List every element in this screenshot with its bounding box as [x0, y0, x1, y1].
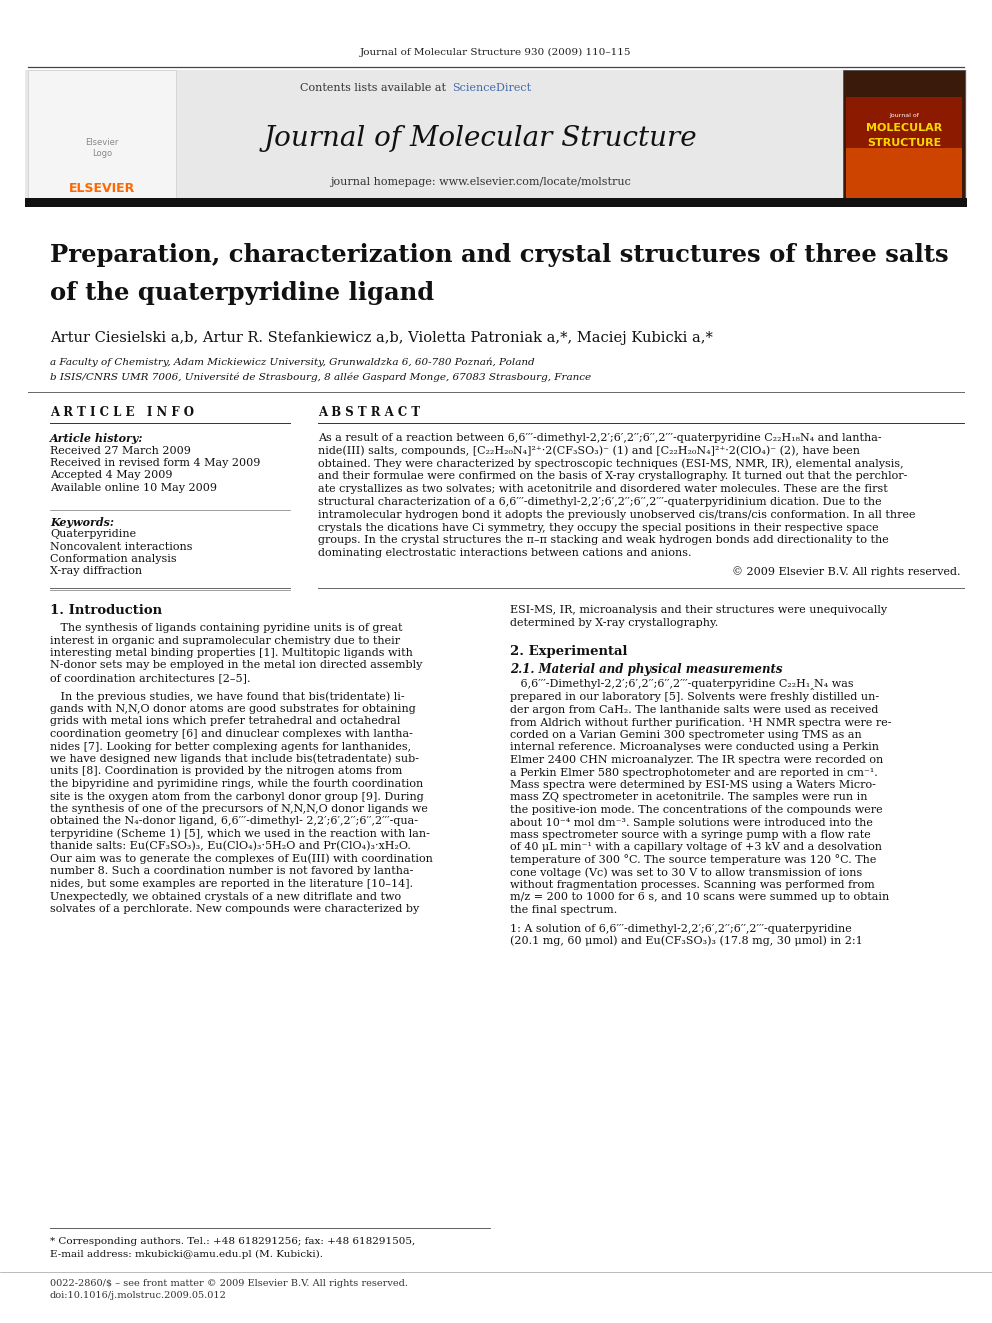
Text: ScienceDirect: ScienceDirect [452, 83, 531, 93]
Text: obtained. They were characterized by spectroscopic techniques (ESI-MS, NMR, IR),: obtained. They were characterized by spe… [318, 458, 904, 468]
Text: coordination geometry [6] and dinuclear complexes with lantha-: coordination geometry [6] and dinuclear … [50, 729, 413, 740]
Text: the positive-ion mode. The concentrations of the compounds were: the positive-ion mode. The concentration… [510, 804, 883, 815]
Text: mass ZQ spectrometer in acetonitrile. The samples were run in: mass ZQ spectrometer in acetonitrile. Th… [510, 792, 867, 803]
Text: Journal of Molecular Structure: Journal of Molecular Structure [263, 124, 696, 152]
Text: b ISIS/CNRS UMR 7006, Université de Strasbourg, 8 allée Gaspard Monge, 67083 Str: b ISIS/CNRS UMR 7006, Université de Stra… [50, 372, 591, 382]
Text: m/z = 200 to 1000 for 6 s, and 10 scans were summed up to obtain: m/z = 200 to 1000 for 6 s, and 10 scans … [510, 893, 889, 902]
Text: Journal of Molecular Structure 930 (2009) 110–115: Journal of Molecular Structure 930 (2009… [360, 48, 632, 57]
Text: cone voltage (Vc) was set to 30 V to allow transmission of ions: cone voltage (Vc) was set to 30 V to all… [510, 867, 862, 877]
Text: of coordination architectures [2–5].: of coordination architectures [2–5]. [50, 673, 251, 683]
Text: Article history:: Article history: [50, 433, 144, 443]
Text: obtained the N₄-donor ligand, 6,6′′′-dimethyl- 2,2′;6′,2′′;6′′,2′′′-qua-: obtained the N₄-donor ligand, 6,6′′′-dim… [50, 816, 418, 827]
Text: Our aim was to generate the complexes of Eu(III) with coordination: Our aim was to generate the complexes of… [50, 853, 433, 864]
Bar [25, 70, 967, 198]
Text: a Perkin Elmer 580 spectrophotometer and are reported in cm⁻¹.: a Perkin Elmer 580 spectrophotometer and… [510, 767, 878, 778]
Text: Keywords:: Keywords: [50, 516, 114, 528]
Text: interesting metal binding properties [1]. Multitopic ligands with: interesting metal binding properties [1]… [50, 648, 413, 658]
Text: A B S T R A C T: A B S T R A C T [318, 406, 421, 419]
Text: Available online 10 May 2009: Available online 10 May 2009 [50, 483, 217, 493]
Text: gands with N,N,O donor atoms are good substrates for obtaining: gands with N,N,O donor atoms are good su… [50, 704, 416, 714]
Text: terpyridine (Scheme 1) [5], which we used in the reaction with lan-: terpyridine (Scheme 1) [5], which we use… [50, 828, 430, 839]
Text: X-ray diffraction: X-ray diffraction [50, 566, 142, 577]
Text: the final spectrum.: the final spectrum. [510, 905, 617, 916]
Text: Elmer 2400 CHN microanalyzer. The IR spectra were recorded on: Elmer 2400 CHN microanalyzer. The IR spe… [510, 755, 883, 765]
Text: Quaterpyridine: Quaterpyridine [50, 529, 136, 538]
Text: * Corresponding authors. Tel.: +48 618291256; fax: +48 618291505,: * Corresponding authors. Tel.: +48 61829… [50, 1237, 416, 1245]
Text: the bipyridine and pyrimidine rings, while the fourth coordination: the bipyridine and pyrimidine rings, whi… [50, 779, 424, 789]
Text: 1. Introduction: 1. Introduction [50, 603, 162, 617]
Text: journal homepage: www.elsevier.com/locate/molstruc: journal homepage: www.elsevier.com/locat… [329, 177, 631, 187]
Text: Contents lists available at: Contents lists available at [301, 83, 450, 93]
Text: prepared in our laboratory [5]. Solvents were freshly distilled un-: prepared in our laboratory [5]. Solvents… [510, 692, 879, 703]
Text: mass spectrometer source with a syringe pump with a flow rate: mass spectrometer source with a syringe … [510, 830, 871, 840]
Text: E-mail address: mkubicki@amu.edu.pl (M. Kubicki).: E-mail address: mkubicki@amu.edu.pl (M. … [50, 1249, 323, 1258]
Text: Elsevier
Logo: Elsevier Logo [85, 139, 119, 157]
Text: 2. Experimental: 2. Experimental [510, 644, 628, 658]
Text: intramolecular hydrogen bond it adopts the previously unobserved cis/trans/cis c: intramolecular hydrogen bond it adopts t… [318, 509, 916, 520]
Text: interest in organic and supramolecular chemistry due to their: interest in organic and supramolecular c… [50, 635, 400, 646]
Bar [28, 70, 176, 198]
Bar [843, 70, 965, 198]
Bar [25, 198, 967, 206]
Text: nide(III) salts, compounds, [C₂₂H₂₀N₄]²⁺·2(CF₃SO₃)⁻ (1) and [C₂₂H₂₀N₄]²⁺·2(ClO₄): nide(III) salts, compounds, [C₂₂H₂₀N₄]²⁺… [318, 446, 860, 456]
Text: of 40 μL min⁻¹ with a capillary voltage of +3 kV and a desolvation: of 40 μL min⁻¹ with a capillary voltage … [510, 843, 882, 852]
Text: 0022-2860/$ – see front matter © 2009 Elsevier B.V. All rights reserved.: 0022-2860/$ – see front matter © 2009 El… [50, 1279, 408, 1289]
Text: ESI-MS, IR, microanalysis and their structures were unequivocally: ESI-MS, IR, microanalysis and their stru… [510, 605, 887, 615]
Text: thanide salts: Eu(CF₃SO₃)₃, Eu(ClO₄)₃·5H₂O and Pr(ClO₄)₃·xH₂O.: thanide salts: Eu(CF₃SO₃)₃, Eu(ClO₄)₃·5H… [50, 841, 411, 852]
Text: Noncovalent interactions: Noncovalent interactions [50, 541, 192, 552]
Text: STRUCTURE: STRUCTURE [867, 138, 941, 148]
Text: site is the oxygen atom from the carbonyl donor group [9]. During: site is the oxygen atom from the carbony… [50, 791, 424, 802]
Bar [846, 97, 962, 175]
Text: Conformation analysis: Conformation analysis [50, 554, 177, 564]
Text: Artur Ciesielski a,b, Artur R. Stefankiewicz a,b, Violetta Patroniak a,*, Maciej: Artur Ciesielski a,b, Artur R. Stefankie… [50, 331, 713, 345]
Text: from Aldrich without further purification. ¹H NMR spectra were re-: from Aldrich without further purificatio… [510, 717, 892, 728]
Text: In the previous studies, we have found that bis(tridentate) li-: In the previous studies, we have found t… [50, 691, 405, 701]
Text: Preparation, characterization and crystal structures of three salts: Preparation, characterization and crysta… [50, 243, 948, 267]
Text: about 10⁻⁴ mol dm⁻³. Sample solutions were introduced into the: about 10⁻⁴ mol dm⁻³. Sample solutions we… [510, 818, 873, 827]
Text: Accepted 4 May 2009: Accepted 4 May 2009 [50, 471, 173, 480]
Text: doi:10.1016/j.molstruc.2009.05.012: doi:10.1016/j.molstruc.2009.05.012 [50, 1291, 227, 1301]
Text: nides, but some examples are reported in the literature [10–14].: nides, but some examples are reported in… [50, 878, 413, 889]
Text: solvates of a perchlorate. New compounds were characterized by: solvates of a perchlorate. New compounds… [50, 904, 420, 914]
Text: 2.1. Material and physical measurements: 2.1. Material and physical measurements [510, 663, 783, 676]
Text: a Faculty of Chemistry, Adam Mickiewicz University, Grunwaldzka 6, 60-780 Poznań: a Faculty of Chemistry, Adam Mickiewicz … [50, 357, 535, 366]
Text: der argon from CaH₂. The lanthanide salts were used as received: der argon from CaH₂. The lanthanide salt… [510, 705, 878, 714]
Text: ELSEVIER: ELSEVIER [68, 181, 135, 194]
Text: dominating electrostatic interactions between cations and anions.: dominating electrostatic interactions be… [318, 548, 691, 558]
Text: (20.1 mg, 60 μmol) and Eu(CF₃SO₃)₃ (17.8 mg, 30 μmol) in 2:1: (20.1 mg, 60 μmol) and Eu(CF₃SO₃)₃ (17.8… [510, 935, 863, 946]
Text: grids with metal ions which prefer tetrahedral and octahedral: grids with metal ions which prefer tetra… [50, 717, 401, 726]
Text: Received 27 March 2009: Received 27 March 2009 [50, 446, 190, 455]
Text: N-donor sets may be employed in the metal ion directed assembly: N-donor sets may be employed in the meta… [50, 660, 423, 671]
Text: without fragmentation processes. Scanning was performed from: without fragmentation processes. Scannin… [510, 880, 875, 890]
Text: structural characterization of a 6,6′′′-dimethyl-2,2′;6′,2′′;6′′,2′′′-quaterpyri: structural characterization of a 6,6′′′-… [318, 497, 882, 507]
Text: As a result of a reaction between 6,6′′′-dimethyl-2,2′;6′,2′′;6′′,2′′′-quaterpyr: As a result of a reaction between 6,6′′′… [318, 433, 882, 443]
Text: nides [7]. Looking for better complexing agents for lanthanides,: nides [7]. Looking for better complexing… [50, 741, 411, 751]
Text: the synthesis of one of the precursors of N,N,N,O donor ligands we: the synthesis of one of the precursors o… [50, 804, 428, 814]
Text: Journal of: Journal of [889, 112, 919, 118]
Text: units [8]. Coordination is provided by the nitrogen atoms from: units [8]. Coordination is provided by t… [50, 766, 403, 777]
Text: internal reference. Microanalyses were conducted using a Perkin: internal reference. Microanalyses were c… [510, 742, 879, 753]
Text: The synthesis of ligands containing pyridine units is of great: The synthesis of ligands containing pyri… [50, 623, 403, 632]
Text: we have designed new ligands that include bis(tetradentate) sub-: we have designed new ligands that includ… [50, 754, 419, 765]
Text: © 2009 Elsevier B.V. All rights reserved.: © 2009 Elsevier B.V. All rights reserved… [731, 566, 960, 577]
Text: crystals the dications have Ci symmetry, they occupy the special positions in th: crystals the dications have Ci symmetry,… [318, 523, 879, 533]
Text: corded on a Varian Gemini 300 spectrometer using TMS as an: corded on a Varian Gemini 300 spectromet… [510, 730, 862, 740]
Text: MOLECULAR: MOLECULAR [866, 123, 942, 134]
Text: Received in revised form 4 May 2009: Received in revised form 4 May 2009 [50, 458, 260, 468]
Text: ate crystallizes as two solvates; with acetonitrile and disordered water molecul: ate crystallizes as two solvates; with a… [318, 484, 888, 495]
Text: temperature of 300 °C. The source temperature was 120 °C. The: temperature of 300 °C. The source temper… [510, 855, 876, 865]
Text: Mass spectra were determined by ESI-MS using a Waters Micro-: Mass spectra were determined by ESI-MS u… [510, 781, 876, 790]
Text: groups. In the crystal structures the π–π stacking and weak hydrogen bonds add d: groups. In the crystal structures the π–… [318, 536, 889, 545]
Text: determined by X-ray crystallography.: determined by X-ray crystallography. [510, 618, 718, 627]
Bar [846, 148, 962, 198]
Text: number 8. Such a coordination number is not favored by lantha-: number 8. Such a coordination number is … [50, 867, 414, 877]
Text: A R T I C L E   I N F O: A R T I C L E I N F O [50, 406, 194, 419]
Text: 6,6′′′-Dimethyl-2,2′;6′,2′′;6′′,2′′′-quaterpyridine C₂₂H₁‸N₄ was: 6,6′′′-Dimethyl-2,2′;6′,2′′;6′′,2′′′-qua… [510, 680, 854, 691]
Text: and their formulae were confirmed on the basis of X-ray crystallography. It turn: and their formulae were confirmed on the… [318, 471, 908, 482]
Text: 1: A solution of 6,6′′′-dimethyl-2,2′;6′,2′′;6′′,2′′′-quaterpyridine: 1: A solution of 6,6′′′-dimethyl-2,2′;6′… [510, 923, 852, 934]
Text: of the quaterpyridine ligand: of the quaterpyridine ligand [50, 280, 434, 306]
Text: Unexpectedly, we obtained crystals of a new ditriflate and two: Unexpectedly, we obtained crystals of a … [50, 892, 401, 901]
